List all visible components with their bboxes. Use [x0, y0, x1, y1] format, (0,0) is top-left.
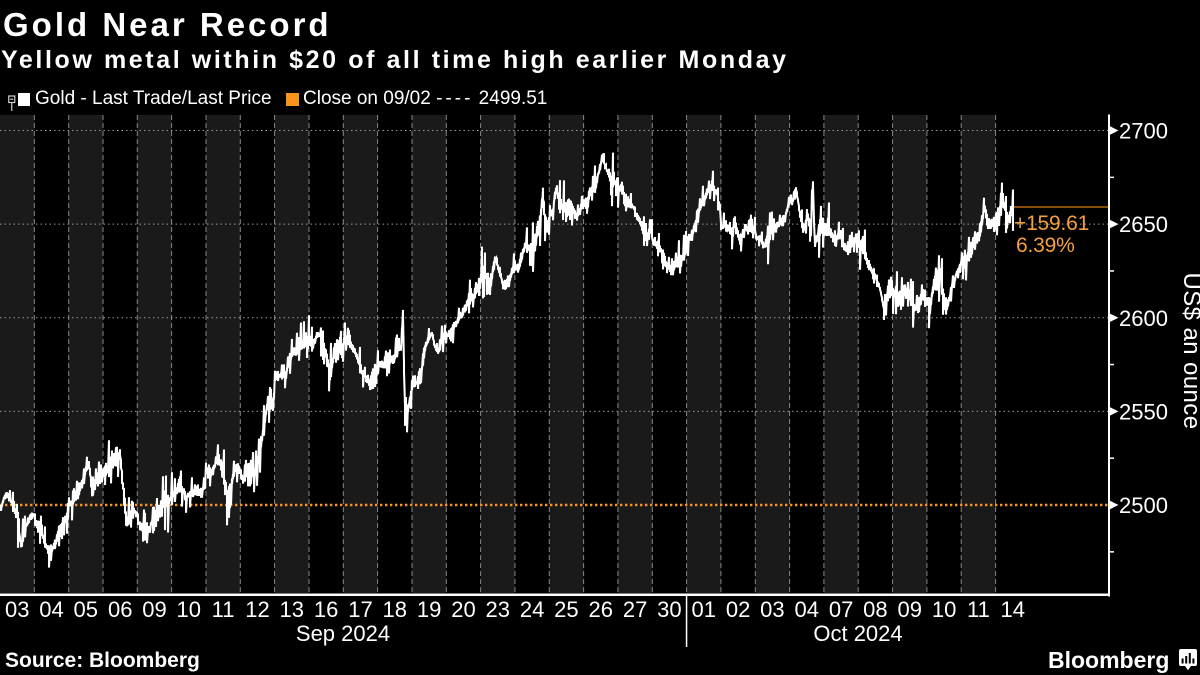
svg-text:2550: 2550: [1119, 399, 1168, 424]
svg-text:04: 04: [795, 597, 819, 622]
svg-text:01: 01: [692, 597, 716, 622]
svg-text:11: 11: [967, 597, 990, 622]
svg-text:Sep 2024: Sep 2024: [296, 621, 390, 646]
svg-text:05: 05: [74, 597, 98, 622]
svg-text:09: 09: [142, 597, 166, 622]
svg-text:27: 27: [623, 597, 647, 622]
svg-text:02: 02: [726, 597, 750, 622]
svg-text:Oct 2024: Oct 2024: [813, 621, 902, 646]
svg-text:20: 20: [451, 597, 475, 622]
svg-text:+159.61: +159.61: [1014, 212, 1089, 235]
svg-text:2700: 2700: [1119, 119, 1168, 144]
svg-text:24: 24: [520, 597, 544, 622]
svg-text:07: 07: [829, 597, 853, 622]
svg-text:US$ an ounce: US$ an ounce: [1178, 273, 1200, 430]
svg-text:25: 25: [554, 597, 578, 622]
svg-text:2650: 2650: [1119, 212, 1168, 237]
svg-text:03: 03: [5, 597, 29, 622]
svg-text:12: 12: [245, 597, 269, 622]
svg-text:04: 04: [39, 597, 63, 622]
svg-text:2600: 2600: [1119, 306, 1168, 331]
svg-text:06: 06: [108, 597, 132, 622]
svg-text:26: 26: [589, 597, 613, 622]
svg-text:30: 30: [657, 597, 681, 622]
svg-text:19: 19: [417, 597, 441, 622]
svg-text:2500: 2500: [1119, 493, 1168, 518]
svg-text:23: 23: [486, 597, 510, 622]
svg-text:16: 16: [314, 597, 338, 622]
svg-text:6.39%: 6.39%: [1016, 234, 1075, 257]
svg-text:14: 14: [1000, 597, 1024, 622]
svg-text:18: 18: [383, 597, 407, 622]
svg-text:03: 03: [760, 597, 784, 622]
svg-text:17: 17: [348, 597, 372, 622]
svg-text:09: 09: [897, 597, 921, 622]
svg-text:10: 10: [177, 597, 201, 622]
svg-text:11: 11: [212, 597, 235, 622]
svg-text:13: 13: [280, 597, 304, 622]
svg-text:08: 08: [863, 597, 887, 622]
svg-text:10: 10: [932, 597, 956, 622]
